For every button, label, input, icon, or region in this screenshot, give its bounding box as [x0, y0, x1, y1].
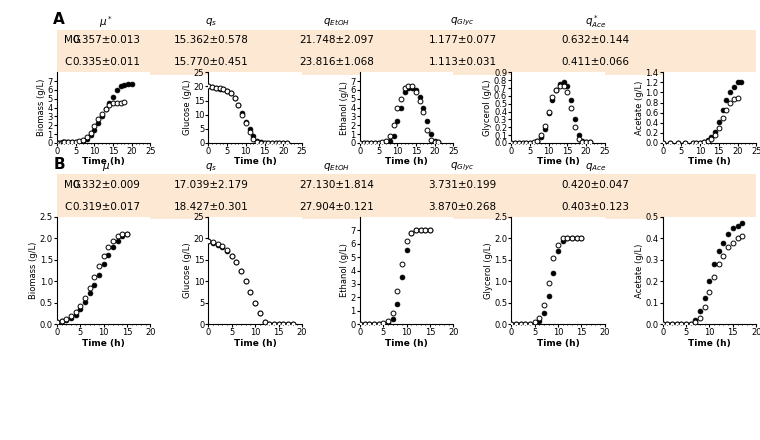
Text: 0.335±0.011: 0.335±0.011 [72, 57, 140, 67]
Text: $q_{EtOH}$: $q_{EtOH}$ [323, 161, 350, 172]
Text: 0.403±0.123: 0.403±0.123 [562, 202, 629, 212]
Text: 0.332±0.009: 0.332±0.009 [72, 180, 140, 190]
Text: 27.130±1.814: 27.130±1.814 [299, 180, 374, 190]
Text: 15.362±0.578: 15.362±0.578 [173, 35, 249, 45]
X-axis label: Time (h): Time (h) [385, 158, 428, 166]
Text: $q_{Ace}^*$: $q_{Ace}^*$ [584, 14, 606, 30]
Y-axis label: Ethanol (g/L): Ethanol (g/L) [340, 81, 349, 135]
X-axis label: Time (h): Time (h) [537, 339, 579, 348]
Text: $q_{Ace}$: $q_{Ace}$ [584, 161, 606, 172]
Text: C: C [64, 202, 71, 212]
Text: A: A [53, 12, 65, 27]
Text: 18.427±0.301: 18.427±0.301 [173, 202, 249, 212]
Text: 15.770±0.451: 15.770±0.451 [173, 57, 249, 67]
Text: $q_{Glyc}$: $q_{Glyc}$ [451, 161, 475, 173]
Y-axis label: Glycerol (g/L): Glycerol (g/L) [483, 242, 492, 299]
Text: $q_{EtOH}$: $q_{EtOH}$ [323, 16, 350, 28]
Text: 17.039±2.179: 17.039±2.179 [173, 180, 249, 190]
Y-axis label: Acetate (g/L): Acetate (g/L) [635, 243, 644, 298]
Text: MG: MG [64, 35, 81, 45]
Text: 3.731±0.199: 3.731±0.199 [429, 180, 497, 190]
Text: $\mu$: $\mu$ [102, 161, 110, 172]
X-axis label: Time (h): Time (h) [234, 158, 277, 166]
X-axis label: Time (h): Time (h) [537, 158, 579, 166]
Text: 27.904±0.121: 27.904±0.121 [299, 202, 374, 212]
Text: 23.816±1.068: 23.816±1.068 [299, 57, 374, 67]
Text: MG: MG [64, 180, 81, 190]
Text: C: C [64, 57, 71, 67]
Bar [57, 29, 756, 74]
Text: 1.113±0.031: 1.113±0.031 [429, 57, 496, 67]
X-axis label: Time (h): Time (h) [82, 158, 125, 166]
Text: $q_s$: $q_s$ [204, 16, 217, 28]
X-axis label: Time (h): Time (h) [688, 339, 731, 348]
Text: 0.420±0.047: 0.420±0.047 [562, 180, 629, 190]
Text: 0.411±0.066: 0.411±0.066 [562, 57, 629, 67]
Text: 3.870±0.268: 3.870±0.268 [429, 202, 496, 212]
Text: $q_s$: $q_s$ [204, 161, 217, 172]
Y-axis label: Glycerol (g/L): Glycerol (g/L) [483, 79, 492, 136]
Text: 0.319±0.017: 0.319±0.017 [72, 202, 140, 212]
Text: 1.177±0.077: 1.177±0.077 [429, 35, 496, 45]
X-axis label: Time (h): Time (h) [385, 339, 428, 348]
Text: B: B [53, 157, 65, 172]
Text: $q_{Glyc}$: $q_{Glyc}$ [451, 16, 475, 28]
Y-axis label: Glucose (g/L): Glucose (g/L) [183, 243, 192, 298]
Y-axis label: Glucose (g/L): Glucose (g/L) [183, 80, 192, 136]
Text: 21.748±2.097: 21.748±2.097 [299, 35, 374, 45]
Bar [57, 174, 756, 219]
X-axis label: Time (h): Time (h) [82, 339, 125, 348]
Text: $\mu^*$: $\mu^*$ [99, 14, 113, 30]
Y-axis label: Biomass (g/L): Biomass (g/L) [37, 79, 46, 136]
Y-axis label: Biomass (g/L): Biomass (g/L) [30, 242, 38, 299]
X-axis label: Time (h): Time (h) [234, 339, 277, 348]
Text: 0.632±0.144: 0.632±0.144 [562, 35, 629, 45]
Y-axis label: Acetate (g/L): Acetate (g/L) [635, 81, 644, 135]
Y-axis label: Ethanol (g/L): Ethanol (g/L) [340, 244, 349, 297]
X-axis label: Time (h): Time (h) [688, 158, 731, 166]
Text: 0.357±0.013: 0.357±0.013 [72, 35, 140, 45]
